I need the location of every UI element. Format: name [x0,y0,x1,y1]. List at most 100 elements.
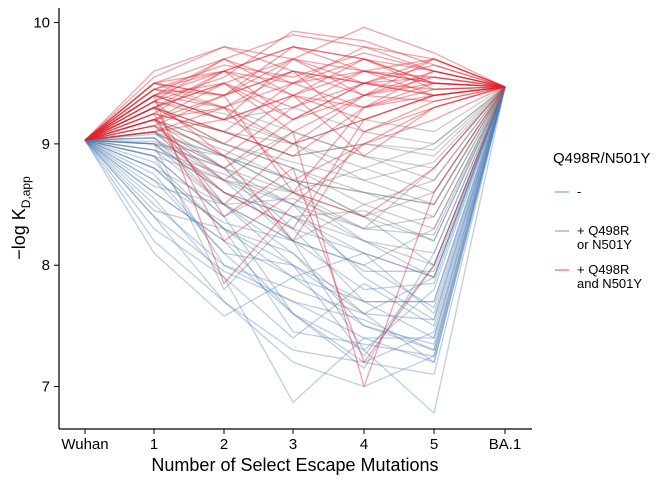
series-line-one-41 [84,86,506,230]
series-line-both-82 [84,58,506,141]
x-axis-title: Number of Select Escape Mutations [151,455,438,475]
series-line-neither-14 [84,86,506,345]
series-line-neither-12 [84,86,506,266]
x-axis-ticks: Wuhan 1 2 3 4 5 BA.1 [61,429,521,453]
series-line-one-37 [84,82,506,169]
series-line-neither-25 [84,86,506,339]
series-line-both-70 [84,86,506,181]
y-tick-label-2: 9 [42,136,50,153]
series-line-both-78 [84,82,506,388]
series-line-both-91 [84,58,506,141]
series-line-one-35 [84,86,506,181]
series-line-neither-7 [84,86,506,388]
series-line-both-69 [84,58,506,141]
series-line-both-84 [84,86,506,285]
series-line-both-79 [84,86,506,363]
series-line-both-88 [84,86,506,242]
series-line-neither-22 [84,86,506,236]
series-line-one-45 [84,86,506,266]
series-line-both-62 [84,58,506,141]
series-line-both-86 [84,46,506,141]
series-line-neither-17 [84,86,506,321]
series-line-one-38 [84,86,506,291]
y-tick-label-0: 7 [42,379,50,396]
legend-label-1-1: or N501Y [577,237,632,252]
series-line-neither-6 [84,86,506,278]
series-line-one-29 [84,86,506,218]
series-line-one-46 [84,86,506,218]
series-line-neither-4 [84,86,506,403]
series-line-both-90 [84,86,506,218]
series-line-one-51 [84,86,506,266]
series-lines [84,26,506,414]
series-line-one-47 [84,86,506,230]
series-line-neither-13 [84,86,506,303]
series-line-both-92 [84,86,506,141]
series-line-one-30 [84,86,506,278]
series-line-neither-20 [84,86,506,309]
x-tick-label-2: 2 [220,436,228,453]
series-line-neither-0 [84,86,506,339]
series-line-both-74 [84,86,506,157]
y-tick-label-3: 10 [33,15,50,32]
legend-label-1-0: + Q498R [577,223,629,238]
series-line-both-61 [84,76,506,157]
y-axis-title-subscript: D,app [19,176,33,208]
series-line-neither-2 [84,86,506,321]
series-line-both-60 [84,82,506,141]
x-tick-label-0: Wuhan [61,436,108,453]
series-line-neither-15 [84,86,506,357]
series-line-both-73 [84,70,506,141]
series-line-neither-26 [84,86,506,278]
series-line-both-54 [84,34,506,141]
series-line-neither-9 [84,86,506,351]
series-line-one-36 [84,86,506,254]
y-axis-title: −log KD,app [9,176,33,260]
series-line-both-75 [84,46,506,141]
series-line-neither-10 [84,86,506,369]
series-line-neither-11 [84,86,506,339]
series-line-both-63 [84,70,506,141]
x-tick-label-1: 1 [150,436,158,453]
series-line-both-56 [84,26,506,141]
series-line-both-59 [84,30,506,141]
series-line-one-32 [84,86,506,242]
series-line-both-57 [84,82,506,141]
series-line-both-77 [84,58,506,141]
series-line-both-76 [84,82,506,169]
series-line-one-34 [84,86,506,315]
series-line-one-49 [84,86,506,218]
x-tick-label-5: 5 [430,436,438,453]
x-tick-label-4: 4 [360,436,368,453]
y-axis-ticks: 7 8 9 10 [33,15,59,396]
y-axis-title-main: −log K [9,208,29,260]
series-line-both-81 [84,86,506,230]
series-line-both-55 [84,70,506,141]
series-line-one-33 [84,86,506,206]
series-line-neither-1 [84,86,506,376]
series-line-both-58 [84,70,506,141]
series-line-neither-24 [84,86,506,303]
series-line-neither-16 [84,86,506,272]
y-tick-label-1: 8 [42,257,50,274]
series-line-both-64 [84,70,506,181]
series-line-both-89 [84,52,506,141]
series-line-neither-19 [84,86,506,291]
series-line-both-72 [84,86,506,242]
series-line-both-68 [84,86,506,206]
legend-label-2-1: and N501Y [577,276,642,291]
series-line-both-87 [84,76,506,145]
series-line-both-85 [84,70,506,141]
series-line-one-31 [84,86,506,194]
legend-label-0-0: - [577,184,581,199]
series-line-both-67 [84,46,506,141]
series-line-both-66 [84,82,506,157]
legend-label-2-0: + Q498R [577,262,629,277]
series-line-neither-23 [84,86,506,357]
series-line-both-80 [84,58,506,141]
series-line-one-48 [84,86,506,145]
x-tick-label-6: BA.1 [489,436,522,453]
